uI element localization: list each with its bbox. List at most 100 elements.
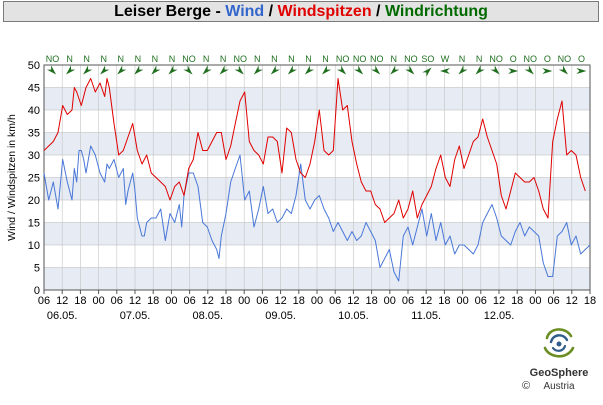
y-tick-label: 35: [28, 128, 40, 140]
direction-label: N: [254, 54, 261, 64]
day-label: 08.05.: [193, 310, 224, 322]
direction-arrow: [134, 65, 144, 75]
direction-arrow: [304, 65, 315, 75]
y-tick-label: 5: [34, 263, 40, 275]
direction-row: NO N N N N N N N NO N N NO N N N N N NO NO NO N NO SO W N N NO O NO O…: [46, 54, 587, 77]
arrow-head: [83, 65, 93, 75]
x-tick-label: 00: [529, 295, 541, 307]
logo-mark: GeoSphere © Austria: [522, 328, 589, 392]
arrow-head: [304, 65, 315, 75]
direction-label: NO: [489, 54, 503, 64]
x-tick-label: 12: [347, 295, 359, 307]
arrow-head: [66, 65, 76, 75]
direction-arrow: [83, 65, 93, 75]
direction-arrow: [576, 68, 587, 74]
direction-label: SO: [421, 54, 434, 64]
direction-arrow: [542, 68, 553, 74]
arrow-head: [458, 65, 468, 75]
y-tick-label: 15: [28, 218, 40, 230]
arrow-head: [151, 65, 161, 75]
x-tick-label: 06: [111, 295, 123, 307]
direction-label: N: [83, 54, 90, 64]
direction-label: N: [118, 54, 125, 64]
geosphere-logo: GeoSphere © Austria: [508, 318, 603, 400]
direction-label: NO: [370, 54, 384, 64]
x-tick-label: 12: [566, 295, 578, 307]
direction-arrow: [439, 68, 450, 74]
direction-arrow: [66, 65, 76, 75]
x-tick-label: 00: [165, 295, 177, 307]
arrow-head: [336, 65, 347, 75]
arrow-head: [490, 65, 500, 75]
title-gust: Windspitzen: [277, 3, 372, 20]
direction-arrow: [287, 65, 298, 75]
direction-arrow: [405, 65, 415, 75]
x-tick-label: 18: [220, 295, 232, 307]
x-tick-label: 12: [493, 295, 505, 307]
x-tick-label: 06: [329, 295, 341, 307]
x-tick-label: 06: [402, 295, 414, 307]
arrow-head: [202, 65, 212, 75]
x-axis-ticks: 06 12 18 00 06 12 18 00 06 12 18 00 06 12 18 00 06 12 18 00…: [38, 290, 596, 307]
arrow-head: [46, 65, 57, 75]
y-tick-label: 25: [28, 173, 40, 185]
direction-arrow: [183, 65, 193, 75]
arrow-head: [542, 68, 553, 74]
arrow-head: [422, 67, 432, 77]
series-windspitzen: [43, 78, 586, 223]
day-labels: 06.05. 07.05. 08.05. 09.05. 10.05. 11.05. 12.0…: [47, 310, 514, 322]
direction-label: N: [391, 54, 398, 64]
arrow-head: [558, 65, 568, 75]
direction-arrow: [353, 65, 364, 75]
arrow-head: [508, 68, 519, 74]
series-wind: [43, 145, 591, 282]
arrow-head: [168, 65, 178, 75]
direction-arrow: [46, 65, 57, 75]
x-tick-label: 00: [92, 295, 104, 307]
direction-label: NO: [558, 54, 572, 64]
day-label: 09.05.: [265, 310, 296, 322]
series-lines: [43, 78, 591, 282]
chart-title: Leiser Berge - Wind / Windspitzen / Wind…: [3, 1, 599, 22]
arrow-head: [321, 65, 332, 75]
direction-arrow: [117, 65, 127, 75]
day-label: 11.05.: [411, 310, 441, 322]
direction-label: O: [510, 54, 517, 64]
x-tick-label: 00: [384, 295, 396, 307]
x-tick-label: 06: [475, 295, 487, 307]
direction-label: N: [135, 54, 142, 64]
arrow-head: [576, 68, 587, 74]
direction-arrow: [270, 65, 281, 75]
x-tick-label: 18: [511, 295, 523, 307]
x-tick-label: 06: [38, 295, 50, 307]
logo-name: GeoSphere: [530, 367, 589, 379]
direction-arrow: [234, 65, 244, 75]
y-tick-label: 40: [28, 105, 40, 117]
direction-label: NO: [46, 54, 60, 64]
direction-arrow: [524, 65, 534, 75]
direction-arrow: [475, 65, 485, 75]
y-tick-label: 20: [28, 195, 40, 207]
direction-arrow: [336, 65, 347, 75]
arrow-head: [287, 65, 298, 75]
direction-arrow: [253, 65, 263, 75]
x-tick-label: 00: [456, 295, 468, 307]
direction-label: N: [288, 54, 295, 64]
direction-arrow: [490, 65, 500, 75]
y-axis-ticks: 0 5 10 15 20 25 30 35 40 45 50: [28, 60, 40, 297]
direction-arrow: [371, 65, 381, 75]
x-tick-label: 06: [256, 295, 268, 307]
direction-arrow: [458, 65, 468, 75]
y-tick-label: 30: [28, 150, 40, 162]
direction-label: N: [459, 54, 466, 64]
logo-copyright: ©: [522, 380, 530, 392]
arrow-head: [219, 65, 229, 75]
direction-arrow: [168, 65, 178, 75]
day-label: 10.05.: [338, 310, 369, 322]
y-tick-label: 10: [28, 240, 40, 252]
direction-arrow: [390, 65, 400, 75]
direction-label: N: [271, 54, 278, 64]
title-sep1: -: [211, 3, 226, 20]
direction-arrow: [202, 65, 212, 75]
